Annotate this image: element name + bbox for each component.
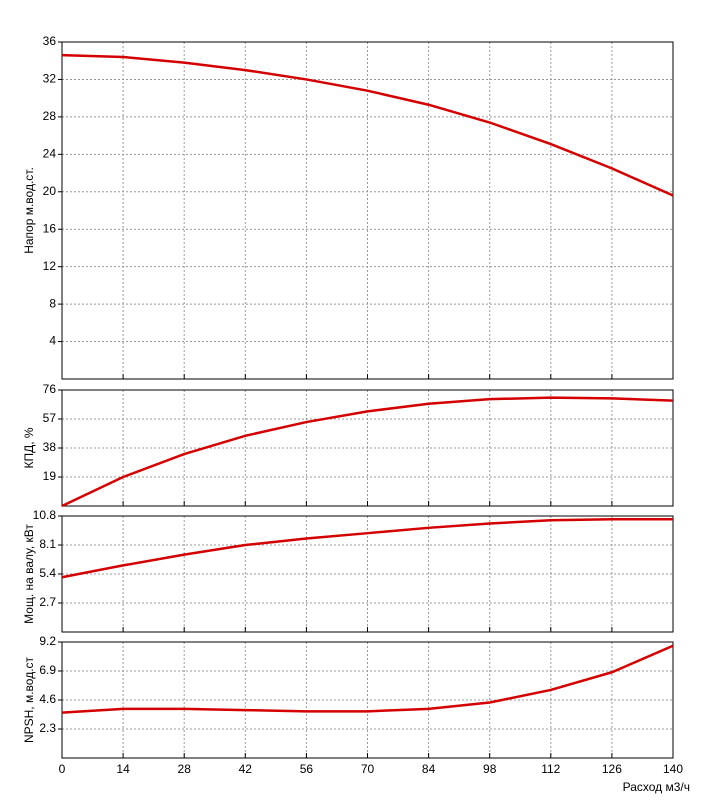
x-tick-label: 56 (300, 762, 314, 776)
x-axis-label: Расход м3/ч (623, 780, 690, 794)
y-tick-label: 4 (49, 334, 56, 348)
y-tick-label: 20 (43, 184, 57, 198)
y-tick-label: 6.9 (39, 663, 56, 677)
curve (61, 517, 673, 579)
y-tick-label: 24 (43, 147, 57, 161)
y-axis-label: Мощ. на валу, кВт (22, 524, 36, 624)
y-tick-label: 10.8 (33, 508, 57, 522)
y-tick-label: 36 (43, 34, 57, 48)
x-tick-label: 84 (422, 762, 436, 776)
x-tick-label: 140 (663, 762, 683, 776)
y-tick-label: 8.1 (39, 537, 56, 551)
y-tick-label: 32 (43, 72, 57, 86)
y-axis-label: NPSH, м.вод.ст (22, 656, 36, 743)
plot-frame (61, 41, 674, 380)
x-tick-label: 70 (361, 762, 375, 776)
y-tick-label: 19 (43, 469, 57, 483)
y-tick-label: 2.7 (39, 595, 56, 609)
plot-frame (61, 641, 674, 759)
x-tick-label: 28 (178, 762, 192, 776)
y-tick-label: 38 (43, 440, 57, 454)
x-tick-label: 126 (602, 762, 622, 776)
y-tick-label: 28 (43, 109, 57, 123)
y-tick-label: 2.3 (39, 721, 56, 735)
x-tick-label: 98 (483, 762, 497, 776)
curve (61, 53, 674, 197)
plot-frame (61, 515, 674, 633)
curve (61, 644, 674, 714)
y-tick-label: 9.2 (39, 634, 56, 648)
x-tick-label: 14 (116, 762, 130, 776)
y-tick-label: 76 (43, 382, 57, 396)
y-tick-label: 12 (43, 259, 57, 273)
y-tick-label: 8 (49, 296, 56, 310)
x-tick-label: 0 (59, 762, 66, 776)
y-tick-label: 4.6 (39, 692, 56, 706)
y-axis-label: КПД, % (22, 427, 36, 468)
x-tick-label: 42 (239, 762, 253, 776)
curve (61, 396, 674, 508)
y-tick-label: 57 (43, 411, 57, 425)
y-tick-label: 5.4 (39, 566, 56, 580)
y-axis-label: Напор м.вод.ст. (22, 167, 36, 254)
x-tick-label: 112 (541, 762, 560, 776)
y-tick-label: 16 (43, 221, 57, 235)
plot-frame (61, 389, 674, 507)
